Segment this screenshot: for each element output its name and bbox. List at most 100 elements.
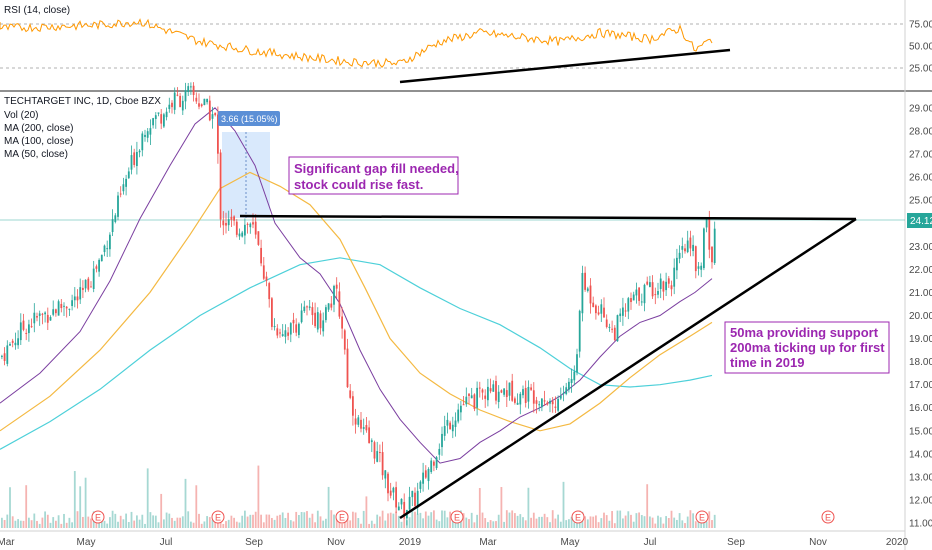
volume-bar (63, 513, 65, 528)
time-tick-label: Jul (160, 537, 173, 548)
price-tick-label: 15.00 (909, 426, 932, 437)
volume-bar (559, 521, 562, 528)
candle-body (3, 353, 6, 361)
volume-bar (41, 517, 44, 528)
volume-bar (411, 511, 414, 528)
volume-bar (557, 514, 559, 528)
earnings-marker[interactable] (91, 510, 105, 524)
candle-body (487, 386, 489, 401)
volume-bar (659, 517, 662, 528)
candle-body (160, 114, 163, 124)
candle-body (692, 244, 694, 252)
volume-bar (222, 523, 225, 528)
volume-bar (341, 523, 343, 528)
volume-bar (325, 518, 327, 528)
volume-bar (117, 521, 119, 528)
volume-bar (190, 521, 192, 528)
price-tick-label: 11.00 (909, 519, 932, 530)
rsi-tick-label: 75.00 (909, 20, 932, 31)
volume-bar (592, 516, 595, 528)
volume-bar (163, 519, 165, 528)
candle-body (570, 378, 573, 384)
candle-body (578, 310, 581, 352)
candle-body (592, 302, 595, 308)
volume-bar (17, 519, 19, 528)
candle-body (195, 97, 198, 102)
volume-bar (98, 520, 100, 528)
candle-body (198, 103, 200, 107)
candle-body (411, 490, 414, 498)
candle-body (608, 326, 611, 328)
volume-bar (495, 521, 497, 528)
candle-body (311, 307, 314, 316)
volume-bar (603, 512, 605, 528)
volume-bar (330, 510, 333, 528)
candle-body (238, 233, 241, 237)
volume-bar (449, 511, 451, 528)
time-tick-label: Sep (727, 537, 745, 548)
candle-body (63, 305, 65, 307)
candle-body (662, 281, 665, 292)
volume-bar (657, 515, 659, 528)
candle-body (454, 420, 457, 427)
volume-bar (624, 515, 627, 528)
volume-bar (3, 520, 6, 528)
candle-body (646, 281, 649, 285)
candle-body (700, 265, 703, 270)
candle-body (670, 285, 673, 290)
candle-body (298, 323, 300, 336)
volume-bar (352, 511, 354, 528)
volume-bar (252, 514, 254, 528)
candle-body (171, 102, 173, 108)
volume-bar (638, 512, 640, 528)
volume-bar (362, 510, 365, 528)
volume-bar (25, 485, 28, 528)
candle-body (530, 387, 532, 390)
volume-bar (38, 523, 41, 528)
volume-bar (397, 515, 400, 528)
candle-body (562, 393, 565, 395)
volume-bar (298, 515, 300, 528)
volume-bar (613, 523, 616, 528)
volume-bar (665, 516, 667, 528)
volume-bar (616, 510, 619, 528)
earnings-marker[interactable] (450, 510, 464, 524)
rsi-trendline (399, 48, 731, 84)
earnings-marker[interactable] (335, 510, 349, 524)
volume-bar (646, 484, 649, 528)
candle-body (130, 155, 133, 170)
volume-bar (316, 510, 319, 528)
volume-bar (389, 512, 392, 528)
volume-bar (171, 517, 173, 528)
earnings-marker-label: E (825, 513, 831, 523)
earnings-marker-label: E (575, 513, 581, 523)
earnings-marker[interactable] (821, 510, 835, 524)
volume-bar (176, 517, 179, 528)
candle-body (505, 390, 508, 398)
volume-bar (179, 517, 181, 528)
candle-body (659, 278, 662, 290)
earnings-marker[interactable] (571, 510, 585, 524)
candle-body (395, 487, 397, 508)
volume-bar (694, 521, 697, 528)
candle-body (136, 151, 138, 167)
candle-body (338, 291, 341, 317)
volume-bar (289, 520, 292, 528)
volume-bar (414, 511, 416, 528)
candle-body (360, 419, 362, 429)
volume-bar (497, 514, 500, 528)
candle-body (114, 215, 117, 223)
candle-body (84, 279, 87, 289)
time-tick-label: Nov (327, 537, 345, 548)
candle-body (654, 294, 657, 296)
candle-body (673, 267, 676, 287)
candle-body (173, 92, 176, 110)
candle-body (554, 406, 557, 408)
candle-body (165, 111, 168, 118)
candle-body (460, 405, 462, 413)
earnings-marker[interactable] (695, 510, 709, 524)
candle-body (684, 248, 686, 252)
candle-body (260, 247, 262, 264)
earnings-marker[interactable] (211, 510, 225, 524)
price-tick-label: 20.00 (909, 311, 932, 322)
